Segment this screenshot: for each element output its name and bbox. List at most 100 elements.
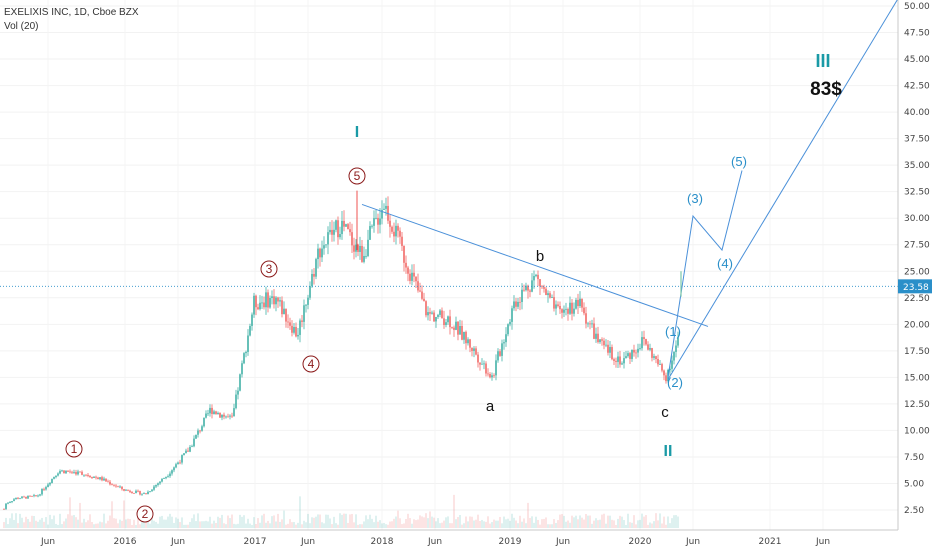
volume-bar [377,521,379,528]
candle-body [51,478,53,483]
volume-bar [669,523,671,528]
volume-indicator-label[interactable]: Vol (20) [4,21,39,32]
candle-body [443,318,445,325]
candle-body [437,314,439,318]
candle-body [291,325,293,333]
candle-body [607,344,609,353]
volume-bar [661,523,663,528]
candle-body [461,325,463,340]
wave-label-(3): (3) [687,191,703,206]
volume-bar [303,520,305,528]
volume-bar [19,513,21,528]
candle-body [367,239,369,256]
candle-body [615,360,617,362]
volume-bar [111,501,113,528]
candle-body [537,274,539,280]
symbol-title[interactable]: EXELIXIS INC, 1D, Cboe BZX [4,7,139,18]
candle-body [45,487,47,490]
volume-bar [131,524,133,528]
candle-body [11,501,13,502]
candle-body [329,229,331,233]
candle-body [39,494,41,496]
volume-bar [3,522,5,528]
volume-bar [253,517,255,528]
x-tick-label: 2021 [759,537,782,547]
volume-bar [599,519,601,528]
volume-bar [533,522,535,528]
volume-bar [553,519,555,528]
volume-bar [91,521,93,528]
volume-bar [627,513,629,528]
candle-body [467,339,469,344]
volume-bar [515,520,517,528]
last-price-tag [898,279,932,294]
candle-body [589,323,591,325]
volume-bar [597,520,599,528]
candle-body [137,490,139,492]
volume-bar [601,514,603,528]
volume-bar [5,517,7,528]
candle-body [349,229,351,233]
volume-bar [21,517,23,528]
candle-body [115,485,117,487]
candle-body [379,218,381,225]
volume-bar [325,514,327,528]
candle-body [25,496,27,499]
volume-bar [33,516,35,528]
candle-body [9,501,11,503]
candle-body [305,304,307,306]
volume-bar [99,521,101,528]
candle-body [315,259,317,277]
volume-bar [677,516,679,528]
volume-bar [229,518,231,528]
candle-body [561,309,563,313]
volume-bar [187,524,189,528]
volume-bar [607,515,609,528]
candle-body [375,217,377,219]
y-tick-label: 15.00 [904,373,930,383]
volume-bar [59,513,61,528]
candle-body [37,495,39,497]
volume-bar [531,516,533,528]
volume-bar [405,519,407,528]
candle-body [455,321,457,330]
volume-bar [647,524,649,528]
candle-body [545,288,547,296]
volume-bar [381,523,383,528]
price-axis[interactable]: 2.50 5.00 7.50 10.00 12.50 15.00 17.50 20.00 22.… [897,0,932,530]
candle-body [247,335,249,352]
candle-body [141,493,143,495]
wave-label-(5): (5) [731,154,747,169]
volume-bar [541,519,543,528]
candle-body [325,244,327,246]
volume-bar [587,515,589,528]
volume-bar [163,519,165,528]
volume-bar [223,523,225,528]
volume-bar [55,523,57,528]
candle-body [475,348,477,355]
volume-bar [87,520,89,528]
volume-bar [61,524,63,528]
candle-body [239,374,241,391]
candle-body [173,467,175,471]
candle-body [569,302,571,314]
volume-bar [449,523,451,528]
y-tick-label: 45.00 [904,55,930,65]
volume-bar [535,516,537,528]
volume-bar [239,514,241,528]
volume-bar [651,523,653,528]
candle-body [223,414,225,417]
volume-bar [589,515,591,528]
volume-bar [25,516,27,528]
time-axis[interactable]: Jun 2016 Jun 2017 Jun 2018 Jun 2019 Jun 2020 Jun 20… [0,529,898,547]
candle-body [83,474,85,476]
volume-bar [313,517,315,528]
candle-body [627,353,629,357]
candle-body [153,486,155,490]
volume-bar [225,524,227,528]
candle-body [135,490,137,494]
candle-body [317,248,319,260]
volume-bar [579,515,581,528]
volume-bar [137,518,139,528]
